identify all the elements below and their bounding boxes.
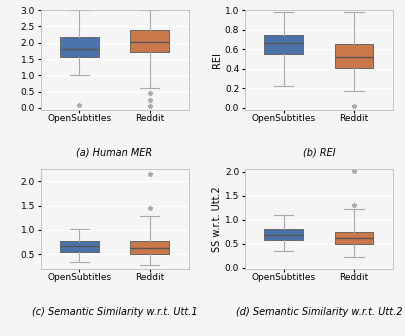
Text: (b) REI: (b) REI — [303, 148, 335, 157]
PathPatch shape — [335, 232, 373, 244]
PathPatch shape — [335, 44, 373, 68]
PathPatch shape — [60, 241, 99, 252]
PathPatch shape — [264, 35, 303, 54]
PathPatch shape — [130, 241, 169, 254]
PathPatch shape — [130, 30, 169, 52]
Text: (c) Semantic Similarity w.r.t. Utt.1: (c) Semantic Similarity w.r.t. Utt.1 — [32, 307, 197, 317]
PathPatch shape — [264, 229, 303, 241]
Text: (d) Semantic Similarity w.r.t. Utt.2: (d) Semantic Similarity w.r.t. Utt.2 — [236, 307, 402, 317]
Y-axis label: SS w.r.t. Utt.2: SS w.r.t. Utt.2 — [212, 186, 222, 252]
Text: (a) Human MER: (a) Human MER — [77, 148, 153, 157]
Y-axis label: REI: REI — [212, 52, 222, 68]
PathPatch shape — [60, 37, 99, 57]
